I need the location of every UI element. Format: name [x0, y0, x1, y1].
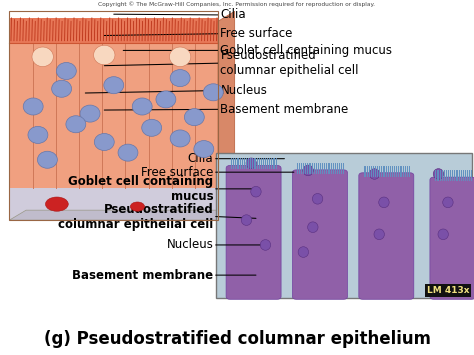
FancyBboxPatch shape	[292, 170, 347, 299]
Ellipse shape	[374, 229, 384, 240]
Text: Pseudostratified
columnar epithelial cell: Pseudostratified columnar epithelial cel…	[58, 203, 213, 230]
Text: Cilia: Cilia	[220, 9, 246, 21]
Bar	[216, 153, 472, 298]
Ellipse shape	[23, 98, 43, 115]
FancyBboxPatch shape	[226, 165, 281, 299]
Ellipse shape	[37, 151, 57, 168]
Ellipse shape	[80, 105, 100, 122]
Polygon shape	[9, 210, 235, 220]
Ellipse shape	[142, 119, 162, 136]
Ellipse shape	[379, 197, 389, 208]
Ellipse shape	[94, 133, 114, 151]
Text: Basement membrane: Basement membrane	[220, 103, 349, 116]
Text: LM 413x: LM 413x	[427, 286, 469, 295]
Text: Copyright © The McGraw-Hill Companies, Inc. Permission required for reproduction: Copyright © The McGraw-Hill Companies, I…	[99, 2, 375, 7]
Ellipse shape	[308, 222, 318, 233]
Ellipse shape	[94, 45, 115, 65]
Ellipse shape	[184, 109, 204, 126]
Ellipse shape	[130, 202, 145, 211]
Ellipse shape	[438, 229, 448, 240]
Bar	[9, 43, 218, 188]
Ellipse shape	[66, 116, 86, 133]
Ellipse shape	[32, 47, 53, 67]
Ellipse shape	[156, 91, 176, 108]
Ellipse shape	[104, 77, 124, 94]
FancyBboxPatch shape	[359, 173, 414, 299]
Ellipse shape	[28, 126, 48, 143]
Ellipse shape	[303, 165, 313, 176]
Ellipse shape	[260, 240, 271, 250]
Ellipse shape	[194, 141, 214, 158]
Ellipse shape	[312, 193, 323, 204]
Ellipse shape	[251, 186, 261, 197]
Ellipse shape	[170, 47, 191, 67]
Ellipse shape	[170, 70, 190, 87]
Text: Nucleus: Nucleus	[220, 84, 267, 97]
Ellipse shape	[170, 130, 190, 147]
Text: Pseudostratified
columnar epithelial cell: Pseudostratified columnar epithelial cel…	[220, 49, 359, 77]
Bar	[9, 11, 218, 220]
Ellipse shape	[298, 247, 309, 257]
Ellipse shape	[56, 62, 76, 80]
Text: Basement membrane: Basement membrane	[72, 269, 213, 282]
Ellipse shape	[369, 169, 380, 179]
Ellipse shape	[132, 98, 152, 115]
Text: Cilia: Cilia	[188, 152, 213, 165]
Ellipse shape	[246, 158, 256, 169]
Ellipse shape	[433, 169, 444, 179]
Text: Goblet cell containing mucus: Goblet cell containing mucus	[220, 44, 392, 57]
Ellipse shape	[443, 197, 453, 208]
Text: (g) Pseudostratified columnar epithelium: (g) Pseudostratified columnar epithelium	[44, 330, 430, 348]
Ellipse shape	[118, 144, 138, 161]
Text: Nucleus: Nucleus	[166, 239, 213, 251]
Ellipse shape	[203, 84, 223, 101]
Ellipse shape	[241, 215, 252, 225]
Text: Goblet cell containing
mucus: Goblet cell containing mucus	[68, 175, 213, 203]
Text: Free surface: Free surface	[141, 166, 213, 179]
Ellipse shape	[46, 197, 68, 211]
Text: Free surface: Free surface	[220, 27, 293, 40]
Ellipse shape	[52, 80, 72, 97]
FancyBboxPatch shape	[430, 177, 474, 299]
Polygon shape	[218, 11, 235, 220]
Bar	[9, 188, 218, 220]
Bar	[9, 18, 218, 43]
